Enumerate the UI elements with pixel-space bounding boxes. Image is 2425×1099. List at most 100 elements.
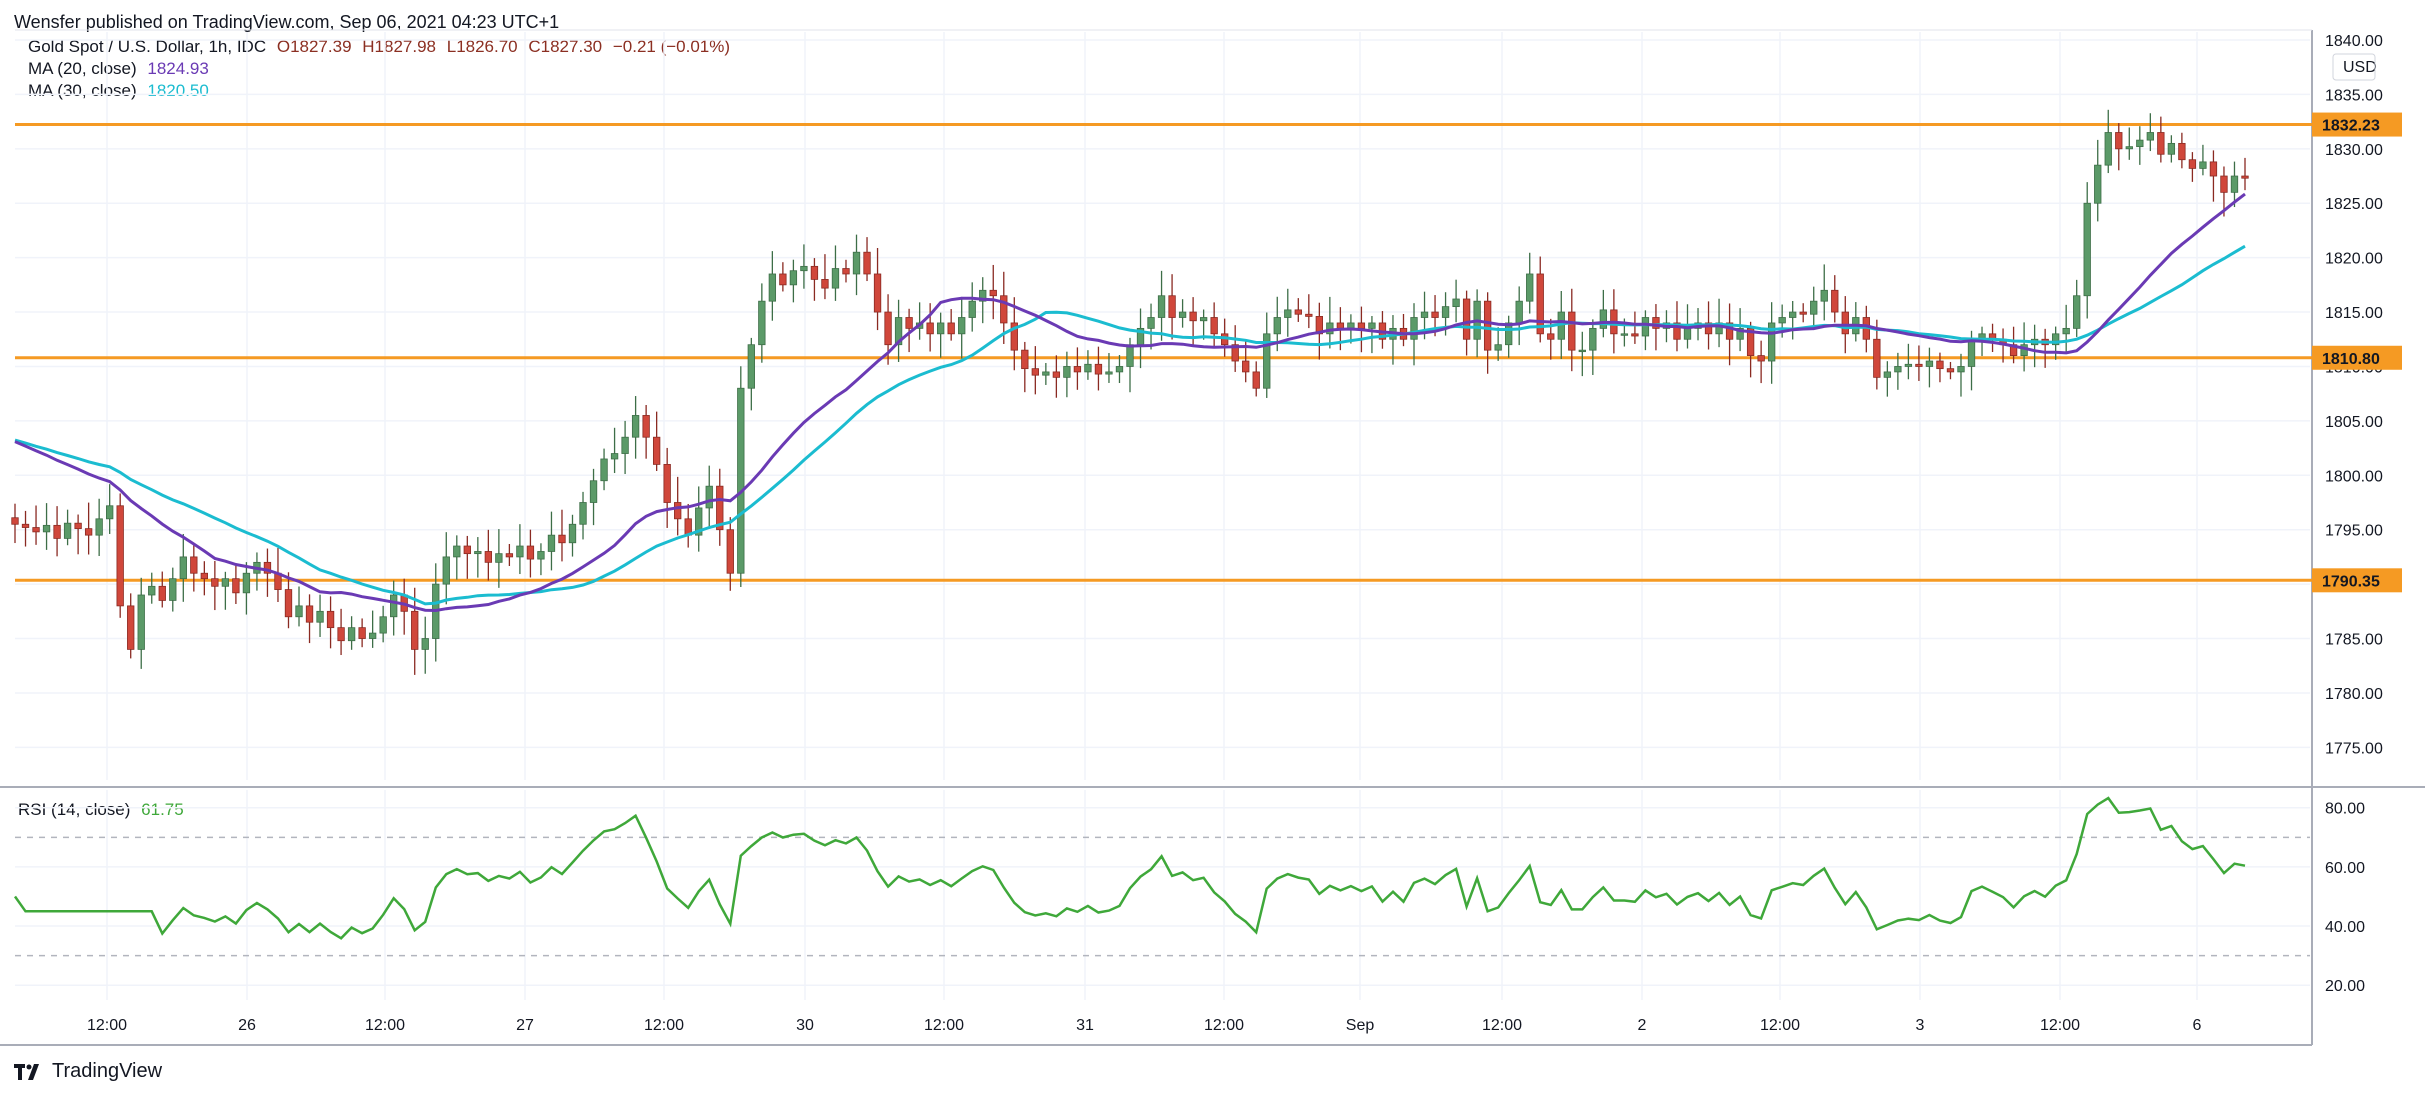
candle-body [421,638,429,650]
candle-body [1368,322,1376,329]
candle-body [116,505,124,607]
candle-body [1052,371,1061,378]
candle-body [1410,317,1418,340]
price-tick-label: 1815.00 [2325,305,2383,322]
candle-body [1494,344,1502,351]
candle-body [263,561,272,574]
candle-body [758,300,766,346]
candle-body [705,485,713,509]
candle-body [663,464,671,503]
candle-body [2209,161,2218,177]
candle-body [789,270,798,286]
candle-body [1315,316,1324,335]
candle-body [390,594,398,618]
price-tick-label: 1785.00 [2325,632,2383,649]
candle-body [1925,360,1934,367]
footer-brand[interactable]: TradingView [14,1060,162,1083]
candle-body [926,322,934,335]
candle-body [1010,322,1018,351]
candle-body [295,605,303,618]
time-tick-label: 30 [796,1017,814,1034]
candle-body [1105,371,1113,375]
candle-body [1420,311,1429,318]
candle-body [589,480,598,503]
candle-body [1042,371,1050,376]
candle-body [1589,327,1597,351]
candle-body [600,458,608,482]
ma30-value: 1820.50 [147,81,209,100]
candle-body [558,534,566,544]
candle-body [810,265,819,280]
candle-body [1231,344,1239,362]
candle-body [1789,311,1797,318]
open-value: O1827.39 [276,37,352,56]
price-tick-label: 1775.00 [2325,740,2383,757]
ma30-legend[interactable]: MA (30, close) 1820.50 [28,81,209,101]
candle-body [674,502,682,520]
candle-body [642,415,650,438]
candle-body [1263,333,1271,389]
candle-body [1084,363,1092,373]
candle-body [1631,333,1639,337]
candle-body [2073,295,2081,329]
price-tick-label: 1820.00 [2325,251,2383,268]
candle-body [979,289,987,302]
candle-body [568,523,577,544]
candle-body [1357,322,1366,329]
rsi-tick-label: 40.00 [2325,919,2365,936]
candle-body [158,585,166,601]
rsi-tick-label: 20.00 [2325,978,2365,995]
rsi-legend[interactable]: RSI (14, close) 61.75 [18,800,184,820]
candle-body [1452,298,1460,308]
candle-body [74,522,82,530]
candle-body [2062,327,2070,335]
candle-body [1894,366,1902,373]
candle-body [2136,139,2144,148]
candle-body [884,311,892,346]
time-tick-label: 27 [516,1017,534,1034]
candle-body [379,616,387,634]
candle-body [2157,132,2165,155]
candle-body [1683,327,1692,340]
symbol-legend[interactable]: Gold Spot / U.S. Dollar, 1h, IDC O1827.3… [28,37,730,57]
candle-body [305,605,314,623]
candle-body [1094,363,1103,375]
level-price-label: 1810.80 [2322,351,2380,368]
price-tick-label: 1840.00 [2325,33,2383,50]
candle-body [1168,295,1176,318]
candle-body [1462,298,1471,340]
candle-body [474,551,482,555]
candle-body [1157,295,1166,318]
currency-box [2332,53,2376,81]
candle-body [779,273,787,286]
candle-body [1652,317,1660,329]
level-price-label: 1832.23 [2322,118,2380,135]
candle-body [695,507,703,536]
time-tick-label: 6 [2193,1017,2202,1034]
ma20-line [14,192,2246,613]
candle-body [1336,322,1345,329]
candle-body [831,268,840,289]
candle-body [716,485,724,531]
ma20-legend[interactable]: MA (20, close) 1824.93 [28,59,209,79]
candle-body [1725,322,1734,340]
time-tick-label: 12:00 [1204,1017,1244,1034]
candle-body [1957,366,1965,373]
candle-body [1021,349,1029,370]
candle-body [284,589,293,618]
candle-body [1641,317,1650,337]
footer-brand-label: TradingView [52,1060,163,1082]
candle-body [232,578,240,594]
rsi-value: 61.75 [141,800,184,819]
time-tick-label: 12:00 [365,1017,405,1034]
candle-body [547,534,556,552]
candle-body [32,527,40,533]
level-price-label: 1790.35 [2322,573,2380,590]
candle-body [737,387,745,574]
candle-body [2178,142,2186,161]
price-tick-label: 1800.00 [2325,468,2383,485]
candle-body [1178,311,1187,318]
level-price-tag [2312,345,2402,370]
candle-body [190,556,198,574]
